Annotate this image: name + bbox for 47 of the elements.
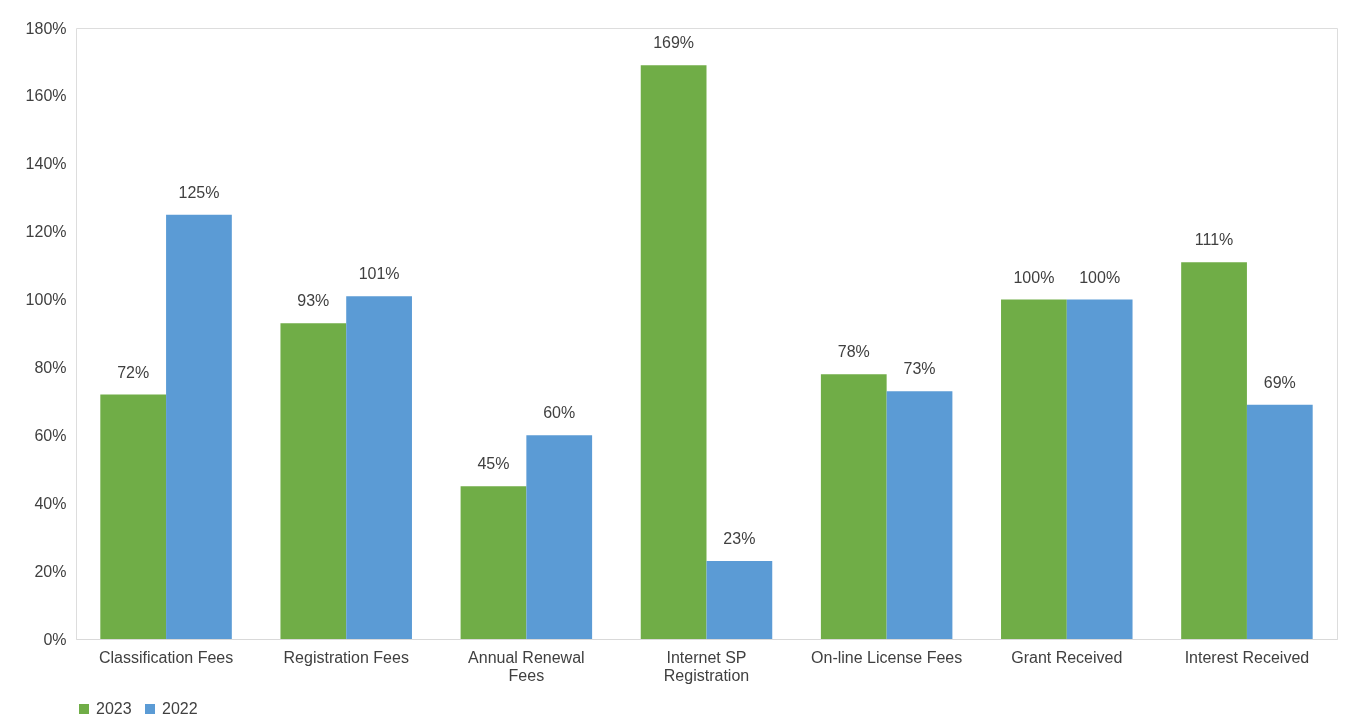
bar: [1001, 299, 1067, 639]
x-tick-label: Annual Renewal Fees: [468, 648, 585, 684]
bar: [1246, 404, 1313, 639]
data-label: 100%: [1079, 268, 1121, 286]
bar: [820, 374, 887, 639]
bar: [166, 214, 232, 639]
y-tick-label: 140%: [25, 155, 67, 173]
x-tick-label: Internet SP Registration: [663, 648, 750, 684]
bar: [526, 435, 593, 639]
legend-label: 2023: [96, 700, 132, 717]
x-tick-label: On-line License Fees: [811, 648, 963, 666]
data-label: 101%: [358, 265, 400, 283]
y-tick-label: 0%: [43, 630, 67, 648]
data-label: 78%: [837, 343, 870, 361]
y-tick-label: 180%: [25, 19, 67, 37]
data-label: 69%: [1263, 373, 1296, 391]
data-label: 111%: [1194, 231, 1234, 249]
y-tick-label: 40%: [34, 494, 67, 512]
bar: [640, 65, 707, 639]
y-tick-label: 120%: [25, 223, 67, 241]
y-tick-label: 100%: [25, 291, 67, 309]
data-label: 100%: [1013, 268, 1055, 286]
data-label: 23%: [723, 529, 756, 547]
bar: [1181, 262, 1247, 639]
bar: [280, 323, 347, 639]
data-label: 45%: [477, 455, 510, 473]
data-label: 73%: [903, 360, 936, 378]
x-tick-label: Registration Fees: [283, 648, 409, 666]
data-label: 60%: [543, 404, 576, 422]
bar: [1066, 299, 1133, 639]
data-label: 169%: [653, 34, 695, 52]
data-label: 125%: [178, 183, 220, 201]
x-tick-label: Interest Received: [1184, 648, 1310, 666]
y-tick-label: 160%: [25, 87, 67, 105]
y-tick-label: 80%: [34, 358, 67, 376]
data-label: 93%: [297, 292, 330, 310]
x-tick-label: Grant Received: [1011, 648, 1123, 666]
legend-label: 2022: [162, 700, 198, 717]
x-tick-label: Classification Fees: [98, 648, 234, 666]
data-label: 72%: [117, 363, 150, 381]
bar: [100, 394, 167, 639]
bar: [886, 391, 953, 639]
y-tick-label: 60%: [34, 426, 67, 444]
bar: [706, 560, 773, 639]
y-tick-label: 20%: [34, 562, 67, 580]
bar: [346, 296, 412, 639]
bar: [460, 486, 527, 639]
